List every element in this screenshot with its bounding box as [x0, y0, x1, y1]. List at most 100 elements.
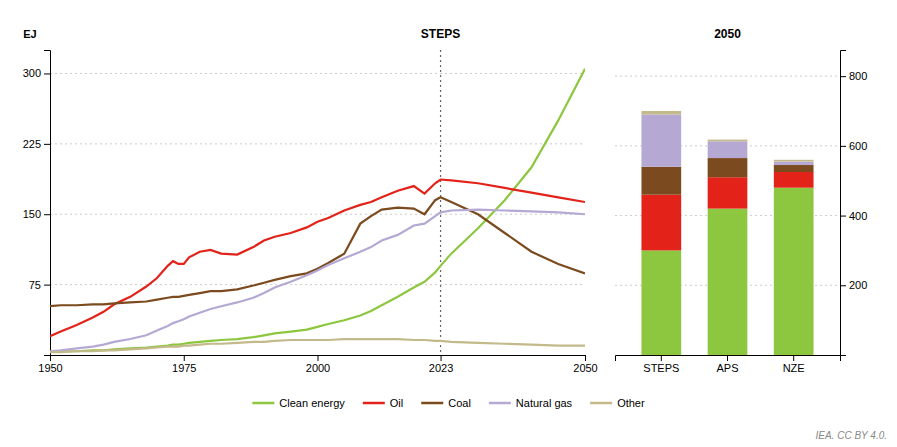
legend-swatch: [590, 402, 612, 405]
tick-label: 225: [23, 138, 41, 150]
legend-label: Coal: [448, 397, 471, 409]
tick-label: 1950: [38, 362, 62, 374]
legend-item: Oil: [363, 397, 403, 409]
tick-label: 2050: [573, 362, 597, 374]
chart-root: 1950197520002023205075150225300EJSTEPSIE…: [0, 0, 897, 447]
tick-mark: [318, 355, 319, 361]
bar: [641, 114, 681, 166]
bar: [708, 158, 748, 177]
line-series: [50, 69, 585, 352]
tick: 2050: [573, 355, 597, 374]
annotation: STEPS: [421, 27, 460, 41]
axis-line: [616, 356, 841, 362]
tick: 150: [23, 208, 50, 220]
legend: Clean energy Oil Coal Natural gas Other: [252, 397, 645, 409]
tick-label: 1975: [172, 362, 196, 374]
tick-mark: [661, 355, 662, 361]
tick-mark: [184, 355, 185, 361]
grid-line: [50, 284, 585, 285]
tick-mark: [585, 355, 586, 361]
bar: [774, 160, 814, 162]
legend-swatch: [489, 402, 511, 405]
axis-line: [44, 51, 51, 356]
bar: [774, 172, 814, 188]
bar: [641, 195, 681, 251]
tick-label: 600: [849, 140, 867, 152]
bar: [641, 111, 681, 114]
tick: 1975: [172, 355, 196, 374]
bar: [641, 250, 681, 355]
tick-label: 800: [849, 70, 867, 82]
tick: 75: [29, 279, 50, 291]
tick: 800: [840, 70, 867, 82]
legend-item: Coal: [421, 397, 471, 409]
x-axis: 1950 1975 2000 2023 2050: [38, 355, 597, 374]
credit: IEA. CC BY 4.0.: [815, 430, 887, 441]
bar: [708, 140, 748, 142]
grid-line: [50, 214, 585, 215]
grid-line: [615, 76, 840, 77]
bar: [641, 167, 681, 195]
tick-mark: [44, 285, 50, 286]
grid-line: [50, 73, 585, 74]
tick-label: 2000: [306, 362, 330, 374]
tick: 200: [840, 279, 867, 291]
tick-label: 75: [29, 279, 41, 291]
line-series: [50, 180, 585, 337]
legend-swatch: [421, 402, 443, 405]
tick: 400: [840, 210, 867, 222]
bar: [774, 162, 814, 165]
tick-mark: [44, 73, 50, 74]
tick: APS: [716, 355, 738, 374]
bar: [708, 209, 748, 355]
line-series: [50, 197, 585, 306]
bar: [708, 141, 748, 158]
grid: [50, 73, 585, 284]
tick-label: 150: [23, 208, 41, 220]
line-series: [50, 210, 585, 352]
tick-mark: [840, 285, 846, 286]
tick-label: 200: [849, 279, 867, 291]
legend-label: Natural gas: [516, 397, 573, 409]
tick-mark: [793, 355, 794, 361]
tick-mark: [840, 216, 846, 217]
tick-label: 400: [849, 210, 867, 222]
tick-mark: [44, 144, 50, 145]
tick-label: 2023: [429, 362, 453, 374]
bar: [774, 165, 814, 172]
grid-line: [50, 143, 585, 144]
legend-label: Clean energy: [279, 397, 345, 409]
tick-mark: [441, 355, 442, 361]
tick-mark: [840, 146, 846, 147]
tick: 1950: [38, 355, 62, 374]
y-axis: 75 150 225 300: [23, 51, 51, 356]
tick-mark: [840, 76, 846, 77]
legend-swatch: [363, 402, 385, 405]
tick-mark: [727, 355, 728, 361]
bar: [708, 177, 748, 208]
reference-line: [440, 50, 441, 355]
tick: 225: [23, 138, 50, 150]
tick: STEPS: [643, 355, 679, 374]
line-series: [50, 339, 585, 352]
tick: 600: [840, 140, 867, 152]
legend-item: Clean energy: [252, 397, 345, 409]
plot-area: [641, 111, 813, 355]
tick: 2023: [429, 355, 453, 374]
tick-label: NZE: [783, 362, 805, 374]
axis-line: [51, 356, 586, 362]
plot-area: [50, 50, 585, 355]
tick: 300: [23, 67, 50, 79]
legend-swatch: [252, 402, 274, 405]
tick: NZE: [783, 355, 805, 374]
x-axis: STEPS APS NZE: [616, 355, 841, 374]
legend-item: Natural gas: [489, 397, 573, 409]
axis-line: [841, 51, 847, 356]
tick-label: STEPS: [643, 362, 679, 374]
chart-title: 2050: [714, 27, 741, 41]
legend-label: Oil: [390, 397, 403, 409]
annotations: STEPS IEA. CC BY 4.0.: [421, 27, 887, 441]
bar: [774, 188, 814, 355]
legend-item: Other: [590, 397, 645, 409]
legend-label: Other: [617, 397, 645, 409]
